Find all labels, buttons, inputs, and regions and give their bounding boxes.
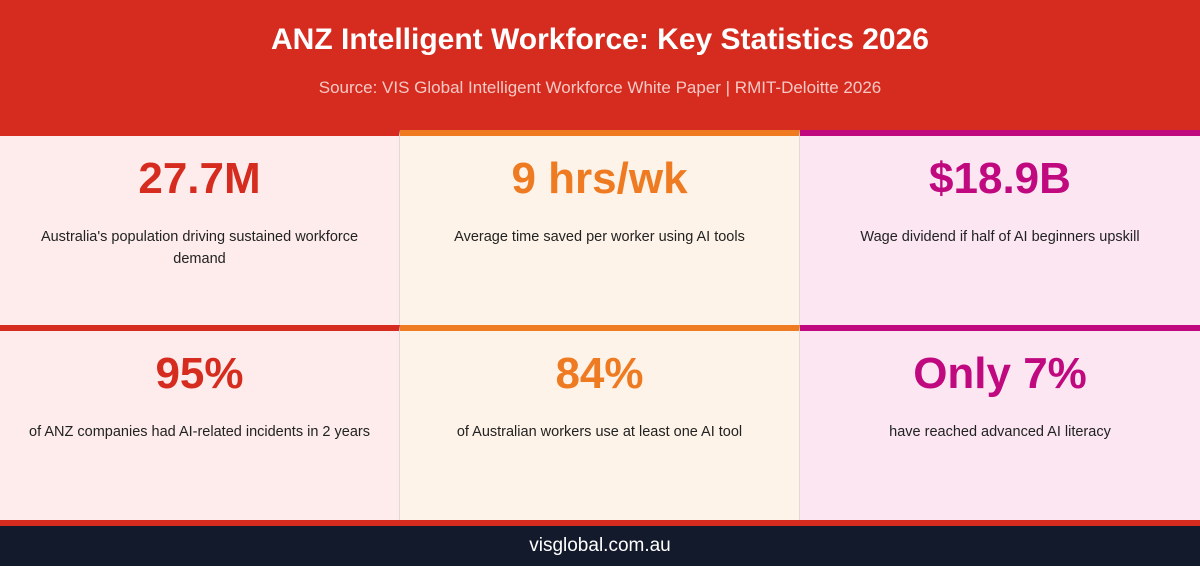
- stat-card: Only 7% have reached advanced AI literacy: [800, 325, 1200, 520]
- stat-description: of Australian workers use at least one A…: [456, 424, 743, 440]
- stat-card: 9 hrs/wk Average time saved per worker us…: [400, 130, 800, 325]
- stat-value: 9 hrs/wk: [511, 154, 688, 203]
- stat-card: 27.7M Australia's population driving sust…: [0, 130, 400, 325]
- stat-card: $18.9B Wage dividend if half of AI beginn…: [800, 130, 1200, 325]
- stat-value: Only 7%: [913, 349, 1087, 398]
- stat-description: Australia's population driving sustained…: [40, 229, 359, 267]
- footer: visglobal.com.au: [0, 520, 1200, 566]
- stat-value: 84%: [555, 349, 644, 398]
- title: ANZ Intelligent Workforce: Key Statistic…: [271, 23, 929, 56]
- stat-value: $18.9B: [929, 154, 1071, 203]
- stat-card: 84% of Australian workers use at least on…: [400, 325, 800, 520]
- stat-description: of ANZ companies had AI-related incident…: [29, 424, 370, 440]
- stat-description: Wage dividend if half of AI beginners up…: [860, 229, 1140, 245]
- stat-value: 27.7M: [138, 154, 261, 203]
- stat-card: 95% of ANZ companies had AI-related incid…: [0, 325, 400, 520]
- footer-text: visglobal.com.au: [529, 535, 671, 556]
- subtitle: Source: VIS Global Intelligent Workforce…: [318, 78, 882, 97]
- stat-description: Average time saved per worker using AI t…: [454, 229, 745, 245]
- stat-grid: 27.7M Australia's population driving sust…: [0, 130, 1200, 520]
- header: ANZ Intelligent Workforce: Key Statistic…: [0, 0, 1200, 130]
- stat-value: 95%: [155, 349, 244, 398]
- stat-description: have reached advanced AI literacy: [889, 424, 1111, 440]
